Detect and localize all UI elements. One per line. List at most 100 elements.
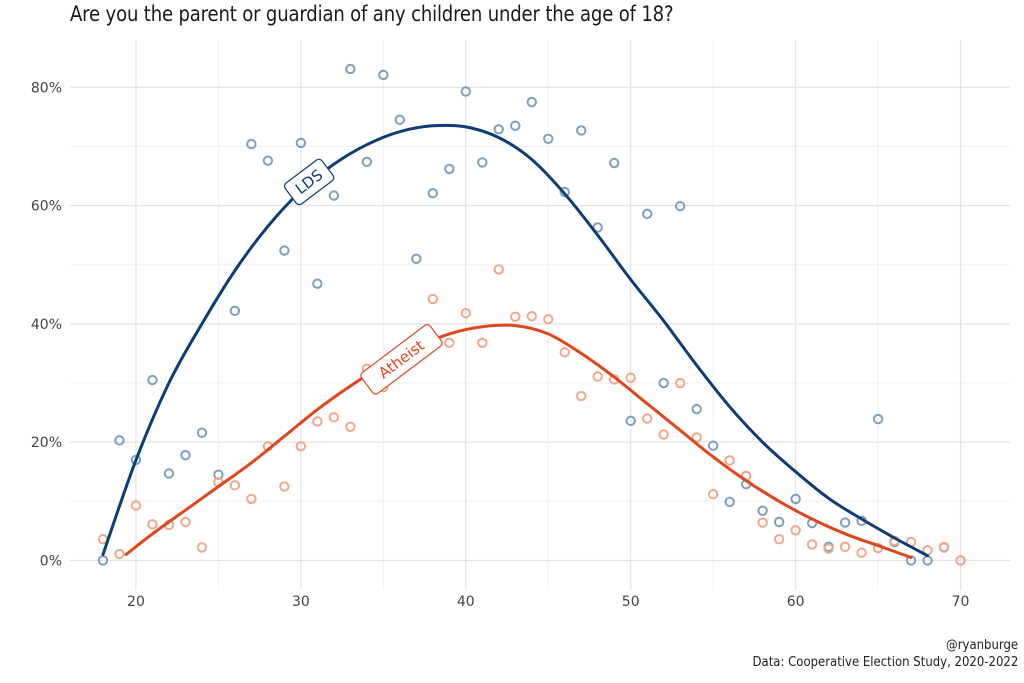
lds-point — [658, 377, 669, 389]
lds-point — [773, 516, 785, 528]
atheist-point — [790, 525, 801, 536]
atheist-point — [526, 310, 537, 322]
lds-point — [477, 157, 488, 168]
atheist-point — [312, 416, 323, 427]
lds-point — [114, 435, 125, 446]
x-tick-label: 70 — [952, 594, 970, 610]
atheist-point — [114, 548, 125, 560]
lds-point — [312, 278, 323, 289]
atheist-point — [806, 539, 818, 550]
x-tick-label: 30 — [292, 594, 310, 610]
lds-point — [394, 114, 406, 126]
atheist-trend-line — [124, 323, 913, 559]
lds-point — [444, 163, 455, 175]
lds-point — [576, 125, 587, 136]
atheist-point — [147, 519, 158, 530]
atheist-point — [658, 429, 669, 440]
lds-point — [147, 374, 158, 386]
atheist-point — [444, 337, 455, 348]
atheist-point — [691, 432, 702, 443]
axes: 20 30 40 50 60 70 0% 20% 40% 60% 80% — [31, 80, 970, 610]
atheist-point — [757, 517, 768, 528]
atheist-point — [493, 264, 504, 275]
x-tick-label: 60 — [787, 594, 805, 610]
trend-lines — [101, 123, 929, 559]
atheist-point — [427, 293, 439, 305]
lds-point — [279, 245, 290, 256]
grid — [70, 40, 1010, 590]
lds-point — [510, 120, 521, 131]
atheist-point — [955, 555, 966, 566]
lds-point — [229, 305, 241, 317]
atheist-point — [180, 516, 191, 528]
lds-point — [295, 137, 307, 149]
lds-point — [378, 69, 389, 81]
lds-point — [262, 155, 274, 166]
chart-title: Are you the parent or guardian of any ch… — [70, 2, 674, 26]
atheist-point — [856, 547, 867, 558]
atheist-point — [246, 493, 257, 505]
atheist-point — [559, 347, 570, 358]
lds-point — [691, 403, 702, 415]
atheist-point — [773, 533, 785, 545]
y-tick-label: 20% — [31, 435, 62, 451]
y-tick-label: 0% — [40, 553, 62, 569]
lds-point — [97, 555, 109, 566]
lds-point — [196, 427, 208, 438]
atheist-point — [543, 313, 554, 325]
data-points — [97, 63, 966, 566]
atheist-point — [345, 421, 356, 432]
atheist-point — [328, 412, 340, 423]
atheist-point — [576, 390, 587, 402]
lds-point — [163, 468, 175, 479]
lds-point — [609, 157, 620, 169]
atheist-point — [295, 441, 307, 452]
atheist-point — [823, 543, 834, 554]
y-tick-label: 80% — [31, 80, 62, 96]
lds-point — [724, 496, 735, 508]
lds-label-box — [283, 158, 335, 206]
lds-point — [526, 96, 537, 108]
atheist-point — [229, 480, 241, 491]
lds-point — [559, 186, 570, 198]
atheist-point — [938, 541, 950, 553]
x-tick-label: 20 — [127, 594, 145, 610]
atheist-point — [477, 337, 488, 348]
atheist-series-label: Atheist — [360, 324, 443, 395]
lds-point — [345, 63, 356, 75]
lds-point — [872, 413, 884, 425]
lds-point — [790, 493, 801, 505]
lds-point — [361, 156, 373, 168]
atheist-point — [641, 413, 653, 424]
lds-point — [757, 505, 768, 516]
atheist-point — [460, 308, 471, 319]
credit-handle: @ryanburge — [945, 638, 1018, 653]
atheist-point — [839, 541, 851, 553]
lds-point — [839, 517, 851, 528]
atheist-point — [724, 455, 735, 466]
x-tick-label: 40 — [457, 594, 475, 610]
lds-point — [543, 133, 554, 144]
y-tick-label: 60% — [31, 199, 62, 215]
lds-trend-line — [101, 123, 929, 558]
credit-source: Data: Cooperative Election Study, 2020-2… — [752, 655, 1018, 670]
atheist-point — [130, 500, 142, 511]
lds-point — [180, 449, 191, 461]
lds-point — [493, 124, 504, 135]
atheist-point — [510, 311, 521, 322]
x-tick-label: 50 — [622, 594, 640, 610]
lds-point — [674, 200, 686, 212]
atheist-point — [279, 481, 290, 492]
atheist-label-box — [360, 324, 443, 395]
lds-point — [411, 253, 422, 265]
atheist-point — [625, 372, 636, 383]
lds-point — [625, 415, 636, 427]
lds-point — [641, 208, 653, 220]
atheist-point — [196, 542, 208, 553]
atheist-point — [707, 488, 719, 500]
atheist-point — [592, 371, 603, 382]
lds-point — [707, 440, 719, 451]
y-tick-label: 40% — [31, 317, 62, 333]
